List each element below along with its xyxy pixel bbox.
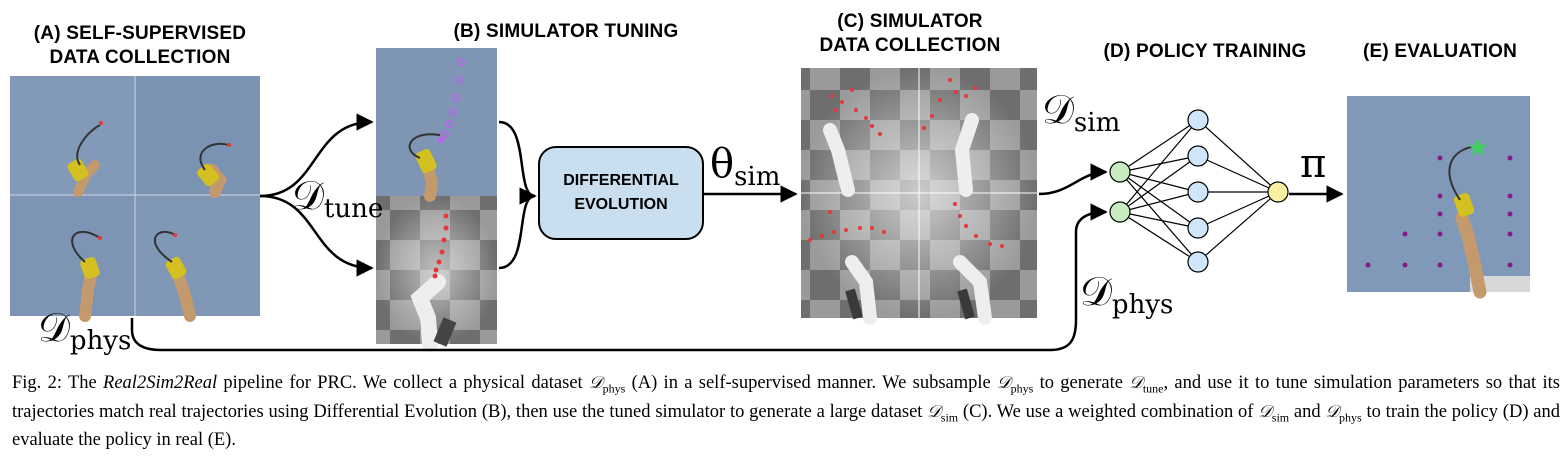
panel-a-title: (A) SELF-SUPERVISED DATA COLLECTION (33, 23, 247, 68)
hidden-node (1187, 145, 1209, 167)
hidden-node (1187, 181, 1209, 203)
d-tune-label: 𝒟tune (292, 173, 384, 224)
robot-a4 (153, 230, 196, 322)
d-sim-label: 𝒟sim (1042, 87, 1121, 138)
hidden-node (1187, 251, 1209, 273)
input-node (1109, 161, 1131, 183)
pi-label: π (1300, 141, 1327, 187)
panel-a-photos (10, 76, 260, 322)
de-box-line1: DIFFERENTIAL (563, 172, 679, 189)
hidden-node (1187, 217, 1209, 239)
panel-b-images (376, 48, 497, 352)
goal-star-icon (1468, 138, 1488, 156)
d-phys-left-label: 𝒟phys (38, 305, 132, 356)
input-node (1109, 201, 1131, 223)
panel-d-network (1109, 109, 1289, 273)
robot-a3 (71, 230, 102, 322)
eval-goal-dots (1365, 155, 1513, 268)
differential-evolution-box: DIFFERENTIAL EVOLUTION (538, 146, 704, 240)
panel-e-photo (1347, 96, 1530, 299)
theta-sim-label: θsim (710, 141, 781, 192)
panel-c-title: (C) SIMULATOR DATA COLLECTION (819, 11, 1001, 56)
panel-e-title: (E) EVALUATION (1362, 41, 1518, 62)
de-box-line2: EVOLUTION (574, 196, 668, 213)
panel-c-sim-grid (801, 68, 1037, 325)
panel-d-title: (D) POLICY TRAINING (1103, 41, 1307, 62)
d-phys-right-label: 𝒟phys (1080, 269, 1174, 320)
network-edges (1119, 119, 1279, 263)
panel-b-title: (B) SIMULATOR TUNING (453, 21, 679, 42)
figure-caption: Fig. 2: The Real2Sim2Real pipeline for P… (12, 373, 1560, 451)
robot-a1 (67, 121, 103, 197)
output-node (1267, 181, 1289, 203)
hidden-node (1187, 109, 1209, 131)
robot-a2 (197, 142, 231, 198)
